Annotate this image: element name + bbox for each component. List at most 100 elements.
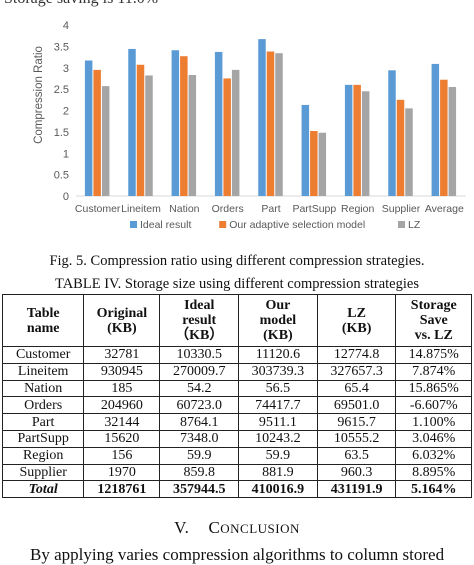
bar-part-2 <box>275 53 283 197</box>
bar-orders-2 <box>231 69 240 196</box>
table-cell: 60723.0 <box>159 396 240 415</box>
table-cell: 1970 <box>83 463 161 482</box>
table-cell: 5.164% <box>395 480 472 499</box>
bar-nation-2 <box>188 75 197 196</box>
bar-part-1 <box>266 51 275 196</box>
legend-label: LZ <box>408 219 421 231</box>
table-cell: 59.9 <box>238 446 318 465</box>
legend-swatch <box>398 221 405 228</box>
bar-average-2 <box>448 86 457 196</box>
compression-ratio-chart: Customer Lineitem Nation Orders Part PartSupp… <box>33 20 466 231</box>
bar-partsupp-2 <box>318 132 327 196</box>
table-row: Part 32144 8764.1 9511.1 9615.7 1.100% <box>1 413 472 431</box>
table-cell: 10330.5 <box>159 346 240 364</box>
column-header: Table name <box>1 294 85 347</box>
bar-supplier-0 <box>388 70 396 196</box>
section-number: V. <box>174 518 190 537</box>
table-cell: 63.5 <box>316 446 397 465</box>
column-header: Original (KB) <box>83 294 161 347</box>
figure-caption: Fig. 5. Compression ratio using differen… <box>49 253 425 269</box>
x-tick-label: Nation <box>169 203 200 215</box>
bar-partsupp-1 <box>310 131 318 196</box>
y-tick-labels: 0 0.5 1 1.5 2 2.5 3 3.5 4 <box>54 20 69 203</box>
table-cell: 14.875% <box>395 346 472 364</box>
bar-supplier-2 <box>405 108 413 196</box>
bar-lineitem-1 <box>136 64 145 196</box>
bar-orders-1 <box>223 78 231 196</box>
x-tick-label: Region <box>341 203 374 215</box>
table-cell: 204960 <box>83 396 161 415</box>
table-cell: 54.2 <box>159 379 240 398</box>
table-cell: 431191.9 <box>316 480 397 499</box>
section-heading: V. CONCLUSION <box>0 518 474 538</box>
table-cell: 6.032% <box>395 446 472 465</box>
legend-label: Our adaptive selection model <box>229 219 365 231</box>
bar-region-2 <box>361 91 370 196</box>
section-title-rest: ONCLUSION <box>220 521 300 536</box>
y-tick-label: 0.5 <box>54 170 69 182</box>
chart-legend: Ideal result Our adaptive selection model… <box>130 219 421 231</box>
table-cell: Total <box>1 480 85 499</box>
table-cell: 410016.9 <box>238 480 318 499</box>
table-cell: 74417.7 <box>238 396 318 415</box>
table-cell: 15.865% <box>395 379 472 398</box>
table-cell: 156 <box>83 446 161 465</box>
table-row: PartSupp 15620 7348.0 10243.2 10555.2 3.046% <box>1 429 472 448</box>
table-cell: 930945 <box>83 362 161 381</box>
bar-partsupp-0 <box>301 104 310 196</box>
y-tick-label: 2.5 <box>54 84 69 96</box>
table-cell: 32144 <box>83 413 161 431</box>
bar-part-0 <box>258 39 266 196</box>
table-cell: 15620 <box>83 429 161 448</box>
table-cell: 69501.0 <box>316 396 397 415</box>
bar-customer-2 <box>101 86 110 196</box>
table-cell: Part <box>1 413 85 431</box>
table-row: Orders 204960 60723.0 74417.7 69501.0 -6.607% <box>1 396 472 415</box>
table-cell: PartSupp <box>1 429 85 448</box>
y-axis-label: Compression Ratio <box>33 46 45 144</box>
x-tick-labels: Customer Lineitem Nation Orders Part PartSupp… <box>75 203 464 215</box>
bar-customer-0 <box>84 60 93 196</box>
table-cell: 303739.3 <box>238 362 318 381</box>
bar-region-1 <box>353 84 361 196</box>
y-tick-label: 3 <box>63 63 69 75</box>
table-cell: 327657.3 <box>316 362 397 381</box>
table-cell: 1218761 <box>83 480 161 499</box>
table-cell: 859.8 <box>159 463 240 482</box>
table-row: Lineitem 930945 270009.7 303739.3 327657.3 7.… <box>1 362 472 381</box>
column-header: LZ (KB) <box>316 294 397 347</box>
x-tick-label: Average <box>425 203 464 215</box>
legend-swatch <box>219 221 227 228</box>
y-tick-label: 1.5 <box>54 127 69 139</box>
x-tick-label: Supplier <box>382 203 421 215</box>
y-tick-label: 2 <box>63 106 69 118</box>
table-cell: Supplier <box>1 463 85 482</box>
table-caption: TABLE IV. Storage size using different c… <box>55 276 419 292</box>
y-tick-label: 4 <box>63 20 69 32</box>
table-cell: 185 <box>83 379 161 398</box>
x-tick-label: Lineitem <box>121 203 161 215</box>
storage-size-table: Table name Original (KB) Ideal result （KB） Our m… <box>1 294 472 499</box>
section-title-initial: C <box>208 518 221 537</box>
bar-orders-0 <box>214 51 223 197</box>
table-cell: 960.3 <box>316 463 397 482</box>
bar-nation-0 <box>171 50 180 196</box>
table-header-row: Table name Original (KB) Ideal result （KB） Our m… <box>1 294 472 347</box>
table-cell: 10243.2 <box>238 429 318 448</box>
table-row: Supplier 1970 859.8 881.9 960.3 8.895% <box>1 463 472 482</box>
table-cell: 10555.2 <box>316 429 397 448</box>
table-cell: 9615.7 <box>316 413 397 431</box>
table-cell: 881.9 <box>238 463 318 482</box>
bar-region-0 <box>344 84 353 196</box>
legend-label: Ideal result <box>140 219 191 231</box>
table-cell: Orders <box>1 396 85 415</box>
table-total-row: Total 1218761 357944.5 410016.9 431191.9 5.16… <box>1 480 472 499</box>
x-tick-label: Orders <box>212 203 244 215</box>
table-cell: -6.607% <box>395 396 472 415</box>
chart-bars <box>84 39 457 197</box>
table-cell: Lineitem <box>1 362 85 381</box>
body-text-fragment-top: Storage saving is 11.0% <box>4 0 158 8</box>
y-tick-label: 1 <box>63 148 69 160</box>
table-cell: 9511.1 <box>238 413 318 431</box>
table-cell: 59.9 <box>159 446 240 465</box>
